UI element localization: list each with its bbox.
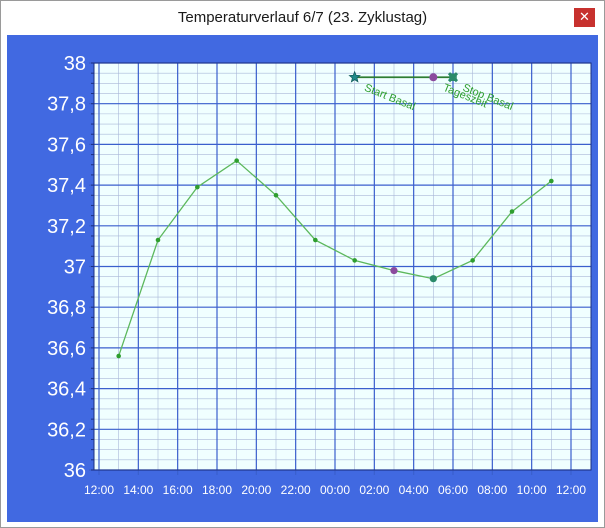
x-tick-label: 08:00 xyxy=(477,483,507,497)
start-basal-star-marker xyxy=(348,70,361,83)
window-title: Temperaturverlauf 6/7 (23. Zyklustag) xyxy=(177,9,428,26)
x-tick-label: 04:00 xyxy=(399,483,429,497)
x-tick-label: 10:00 xyxy=(517,483,547,497)
temperature-point xyxy=(234,158,239,163)
chart-frame: 12:00 14:00 16:00 18:00 20:00 22:00 00:00 02:00… xyxy=(7,35,598,522)
y-tick-label: 36,6 xyxy=(47,338,86,360)
y-tick-label: 36 xyxy=(64,460,86,482)
stop-basal-box xyxy=(449,73,457,81)
temperature-line xyxy=(118,159,552,357)
x-tick-label: 22:00 xyxy=(281,483,311,497)
y-tick-label: 37,4 xyxy=(47,175,86,197)
y-tick-label: 36,8 xyxy=(47,297,86,319)
x-tick-label: 14:00 xyxy=(123,483,153,497)
plot-border xyxy=(93,62,592,471)
temperature-point xyxy=(352,258,357,263)
x-tick-label: 06:00 xyxy=(438,483,468,497)
temperature-point xyxy=(470,258,475,263)
temperature-point xyxy=(273,192,279,198)
x-tick-label: 02:00 xyxy=(359,483,389,497)
close-button[interactable]: ✕ xyxy=(574,8,595,27)
y-tick-label: 37,6 xyxy=(47,134,86,156)
temperature-point xyxy=(313,237,318,243)
y-tick-label: 38 xyxy=(64,53,86,75)
x-tick-label: 12:00 xyxy=(556,483,586,497)
y-tick-label: 36,2 xyxy=(47,419,86,441)
temperature-chart: 12:00 14:00 16:00 18:00 20:00 22:00 00:00 02:00… xyxy=(47,53,592,497)
y-tick-label: 36,4 xyxy=(47,379,86,401)
time-of-day-marker xyxy=(429,73,438,82)
highlighted-point xyxy=(390,266,398,275)
x-tick-label: 20:00 xyxy=(241,483,271,497)
x-tick-label: 16:00 xyxy=(163,483,193,497)
temperature-point xyxy=(195,184,200,190)
y-tick-label: 37,8 xyxy=(47,94,86,116)
x-tick-label: 12:00 xyxy=(84,483,114,497)
temperature-point xyxy=(509,209,515,214)
title-bar: Temperaturverlauf 6/7 (23. Zyklustag) ✕ xyxy=(1,1,604,35)
x-tick-label: 18:00 xyxy=(202,483,232,497)
y-tick-label: 37,2 xyxy=(47,216,86,238)
y-tick-label: 37 xyxy=(64,257,86,279)
temperature-point xyxy=(116,353,121,359)
temperature-point xyxy=(549,178,554,184)
x-tick-label: 00:00 xyxy=(320,483,350,497)
highlighted-point xyxy=(429,275,437,283)
temperature-point xyxy=(155,237,161,243)
